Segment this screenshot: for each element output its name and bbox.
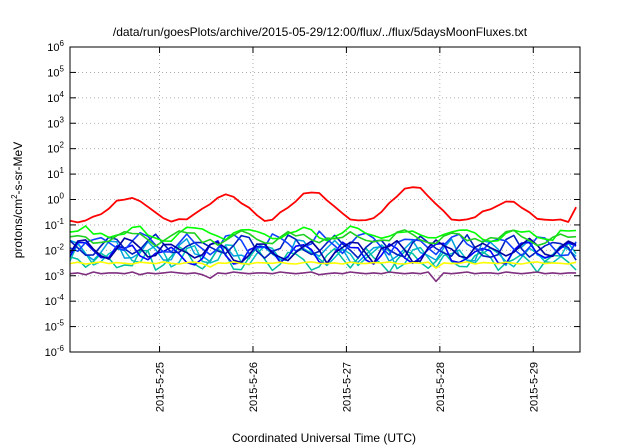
y-axis-ticks: 10-6 10-5 10-4 10-3 10-2 10-1 100 101 102 103 104 1… [45, 39, 580, 359]
y-tick-label: 10-5 [45, 319, 65, 334]
y-axis-label: protons/cm2-s-sr-MeV [10, 142, 25, 258]
x-tick-label: 2015-5-28 [435, 362, 447, 412]
y-tick-label: 104 [47, 90, 64, 105]
y-tick-label: 105 [47, 64, 64, 79]
x-axis-label: Coordinated Universal Time (UTC) [232, 431, 416, 445]
y-tick-label: 101 [47, 166, 64, 181]
y-tick-label: 100 [47, 192, 64, 207]
chart-title: /data/run/goesPlots/archive/2015-05-29/1… [113, 25, 528, 39]
series-line [69, 261, 577, 269]
series-line [69, 246, 577, 274]
series-line [69, 186, 577, 224]
y-axis-label-exponent: 2 [10, 194, 19, 199]
y-tick-label: 10-4 [45, 293, 65, 308]
grid [70, 47, 580, 352]
series-line [69, 237, 577, 265]
y-tick-label: 10-6 [45, 344, 65, 359]
series-line [69, 229, 577, 247]
series-line [69, 238, 577, 267]
series-line [69, 233, 577, 261]
x-axis-ticks: 2015-5-25 2015-5-26 2015-5-27 2015-5-28 2015… [155, 47, 540, 412]
series-layer [69, 186, 577, 283]
series-line [69, 225, 577, 243]
y-tick-label: 103 [47, 115, 64, 130]
x-tick-label: 2015-5-29 [528, 362, 540, 412]
y-tick-label: 10-2 [45, 242, 65, 257]
y-tick-label: 10-1 [45, 217, 65, 232]
y-tick-label: 10-3 [45, 268, 65, 283]
y-tick-label: 102 [47, 141, 64, 156]
y-axis-label-prefix: protons/cm [11, 199, 25, 258]
x-tick-label: 2015-5-25 [155, 362, 167, 412]
x-tick-label: 2015-5-27 [341, 362, 353, 412]
series-line [69, 271, 577, 283]
y-tick-label: 106 [47, 39, 64, 54]
y-axis-label-suffix: -s-sr-MeV [11, 142, 25, 195]
x-tick-label: 2015-5-26 [248, 362, 260, 412]
